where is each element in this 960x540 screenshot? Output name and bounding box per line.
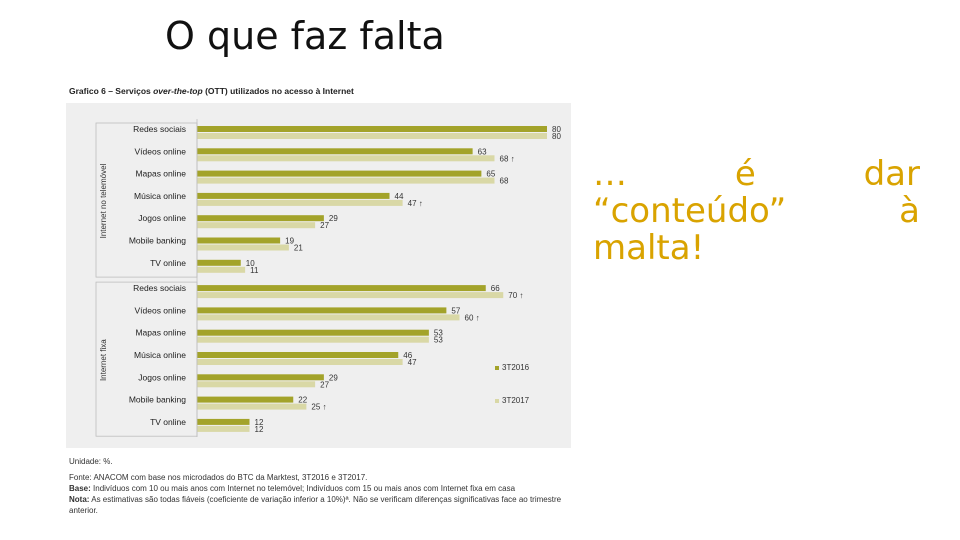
bar-3t2017	[197, 403, 307, 410]
value-label-3t2016: 22	[298, 396, 307, 405]
value-label-3t2016: 46	[403, 351, 412, 360]
bar-3t2017	[197, 314, 460, 321]
value-label-3t2016: 19	[285, 237, 294, 246]
legend-label: 3T2016	[502, 363, 530, 372]
bar-3t2017	[197, 155, 495, 162]
bar-3t2016	[197, 329, 429, 336]
group-frame	[95, 281, 198, 437]
value-label-3t2016: 57	[451, 306, 460, 315]
value-label-3t2016: 80	[552, 125, 561, 134]
bar-3t2017	[197, 359, 403, 365]
category-label: TV online	[150, 258, 186, 268]
bar-3t2016	[197, 396, 294, 403]
value-label-3t2017: 11	[250, 266, 259, 275]
value-label-3t2016: 10	[246, 259, 255, 268]
bar-3t2017	[197, 425, 250, 432]
value-label-3t2017: 68 ↑	[500, 154, 515, 163]
value-label-3t2016: 66	[491, 284, 500, 293]
bar-3t2017	[197, 336, 429, 343]
bar-3t2016	[197, 418, 250, 425]
value-label-3t2017: 47	[408, 358, 417, 367]
bar-3t2016	[197, 215, 324, 222]
bar-3t2016	[197, 170, 482, 177]
bar-3t2017	[197, 199, 403, 206]
chart-title-suffix: (OTT) utilizados no acesso à Internet	[202, 86, 354, 96]
side-message: … é dar “conteúdo” à malta!	[593, 154, 920, 268]
bar-3t2016	[197, 192, 390, 199]
category-label: TV online	[150, 417, 186, 427]
value-label-3t2016: 53	[434, 329, 443, 338]
bar-3t2016	[197, 307, 447, 314]
bar-3t2016	[197, 126, 547, 132]
category-label: Música online	[134, 191, 186, 201]
value-label-3t2017: 12	[255, 425, 264, 434]
chart-title-italic: over-the-top	[153, 86, 203, 96]
base-note: Base: Indivíduos com 10 ou mais anos com…	[69, 483, 579, 494]
nota-note: Nota: As estimativas são todas fiáveis (…	[69, 494, 579, 516]
bar-3t2017	[197, 266, 246, 273]
bar-3t2017	[197, 244, 289, 251]
base-note-text: Indivíduos com 10 ou mais anos com Inter…	[90, 484, 516, 493]
source-note: Fonte: ANACOM com base nos microdados do…	[69, 473, 368, 482]
value-label-3t2017: 25 ↑	[311, 403, 326, 412]
group-frame	[95, 122, 198, 278]
category-label: Vídeos online	[134, 146, 186, 156]
value-label-3t2017: 70 ↑	[508, 291, 523, 300]
category-label: Redes sociais	[133, 124, 186, 134]
value-label-3t2016: 63	[478, 147, 487, 156]
bar-3t2016	[197, 148, 473, 155]
bar-3t2017	[197, 177, 495, 184]
value-label-3t2017: 80	[552, 132, 561, 141]
category-label: Mobile banking	[129, 236, 186, 246]
legend-swatch-3t2016	[495, 366, 499, 370]
nota-note-text: As estimativas são todas fiáveis (coefic…	[69, 495, 562, 515]
bar-3t2017	[197, 381, 316, 388]
value-label-3t2016: 12	[255, 418, 264, 427]
category-label: Redes sociais	[133, 283, 186, 293]
unit-note: Unidade: %.	[69, 457, 113, 466]
bar-3t2016	[197, 285, 486, 292]
value-label-3t2017: 27	[320, 221, 329, 230]
legend-swatch-3t2017	[495, 399, 499, 403]
chart-notes: Unidade: %. Fonte: ANACOM com base nos m…	[69, 456, 579, 516]
base-note-label: Base:	[69, 484, 91, 493]
bar-3t2017	[197, 133, 547, 139]
value-label-3t2017: 60 ↑	[465, 313, 480, 322]
value-label-3t2016: 29	[329, 373, 338, 382]
value-label-3t2017: 27	[320, 380, 329, 389]
slide-title: O que faz falta	[165, 14, 445, 58]
category-label: Mapas online	[135, 328, 186, 338]
category-label: Jogos online	[138, 213, 186, 223]
bar-3t2017	[197, 222, 316, 229]
value-label-3t2017: 53	[434, 336, 443, 345]
bar-3t2017	[197, 292, 504, 299]
value-label-3t2017: 47 ↑	[408, 199, 423, 208]
value-label-3t2017: 21	[294, 244, 303, 253]
chart-title: Grafico 6 – Serviços over-the-top (OTT) …	[69, 86, 354, 96]
bar-3t2016	[197, 374, 324, 381]
category-label: Jogos online	[138, 372, 186, 382]
value-label-3t2016: 29	[329, 214, 338, 223]
category-label: Mobile banking	[129, 395, 186, 405]
bar-3t2016	[197, 259, 241, 266]
bar-3t2016	[197, 237, 281, 244]
nota-note-label: Nota:	[69, 495, 90, 504]
value-label-3t2016: 65	[486, 170, 495, 179]
value-label-3t2017: 68	[500, 177, 509, 186]
group-label: Internet no telemóvel	[99, 163, 108, 238]
group-label: Internet fixa	[99, 339, 108, 381]
category-label: Mapas online	[135, 169, 186, 179]
category-label: Música online	[134, 350, 186, 360]
category-label: Vídeos online	[134, 305, 186, 315]
bar-3t2016	[197, 352, 399, 358]
chart-title-prefix: Grafico 6 – Serviços	[69, 86, 154, 96]
legend-label: 3T2017	[502, 396, 530, 405]
value-label-3t2016: 44	[395, 192, 404, 201]
